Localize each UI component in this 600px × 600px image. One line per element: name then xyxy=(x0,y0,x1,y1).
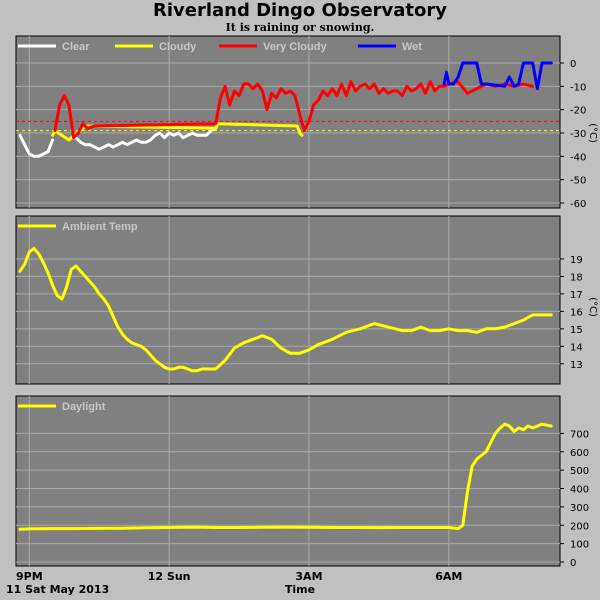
y-tick-label: 16 xyxy=(570,307,583,318)
y-tick-label: 17 xyxy=(570,290,583,301)
x-tick-label: 12 Sun xyxy=(148,570,191,583)
y-tick-label: 0 xyxy=(570,59,576,70)
series-line-daylight xyxy=(18,422,553,531)
y-tick-label: 13 xyxy=(570,360,583,371)
chart-panel-3: 0 100 200 300 400 500 600 700 Daylight xyxy=(15,395,589,569)
y-tick-label: 100 xyxy=(570,540,589,551)
plot-background xyxy=(15,215,561,385)
y-tick-label: 19 xyxy=(570,255,583,266)
series-line-ambient-temp xyxy=(18,247,553,373)
y-tick-label: 600 xyxy=(570,448,589,459)
y-tick-label: 300 xyxy=(570,503,589,514)
legend-label-ambient-temp: Ambient Temp xyxy=(62,221,138,233)
y-axis-label: (°C) xyxy=(587,123,598,143)
y-tick-label: 700 xyxy=(570,429,589,440)
plot-background xyxy=(15,395,561,567)
chart-panel-1: 0 -10 -20 -30 -40 -50 -60 (°C) Clear Cloudy Very C… xyxy=(15,35,598,210)
chart-panel-2: 13 14 15 16 17 18 19 (°C) Ambient Temp xyxy=(15,215,598,385)
x-tick-label: 9PM xyxy=(16,570,43,583)
x-axis-label: Time xyxy=(284,583,316,596)
legend-label-cloudy: Cloudy xyxy=(159,41,197,53)
page-title: Riverland Dingo Observatory xyxy=(152,0,448,21)
series-line-very-cloudy xyxy=(53,80,535,140)
status-subtitle: It is raining or snowing. xyxy=(225,21,375,34)
series-line-clear xyxy=(18,126,218,158)
legend-label-wet: Wet xyxy=(402,41,422,53)
y-tick-label: -30 xyxy=(570,129,586,140)
y-tick-label: 15 xyxy=(570,325,583,336)
series-line-wet xyxy=(442,61,553,91)
y-tick-label: -40 xyxy=(570,152,586,163)
plot-background xyxy=(15,35,561,209)
y-tick-label: -50 xyxy=(570,176,586,187)
legend-label-clear: Clear xyxy=(62,41,90,53)
y-tick-label: 500 xyxy=(570,466,589,477)
y-tick-label: -10 xyxy=(570,82,586,93)
y-tick-label: 0 xyxy=(570,558,576,569)
y-axis-label: (°C) xyxy=(587,297,598,317)
y-tick-label: 400 xyxy=(570,485,589,496)
x-tick-label: 6AM xyxy=(435,570,462,583)
y-tick-label: -60 xyxy=(570,199,586,210)
legend-label-very-cloudy: Very Cloudy xyxy=(263,41,327,53)
y-tick-label: 14 xyxy=(570,342,583,353)
legend-label-daylight: Daylight xyxy=(62,401,106,413)
date-label: 11 Sat May 2013 xyxy=(6,583,110,596)
y-tick-label: 18 xyxy=(570,272,583,283)
x-tick-label: 3AM xyxy=(295,570,322,583)
y-tick-label: -20 xyxy=(570,106,586,117)
y-tick-label: 200 xyxy=(570,521,589,532)
